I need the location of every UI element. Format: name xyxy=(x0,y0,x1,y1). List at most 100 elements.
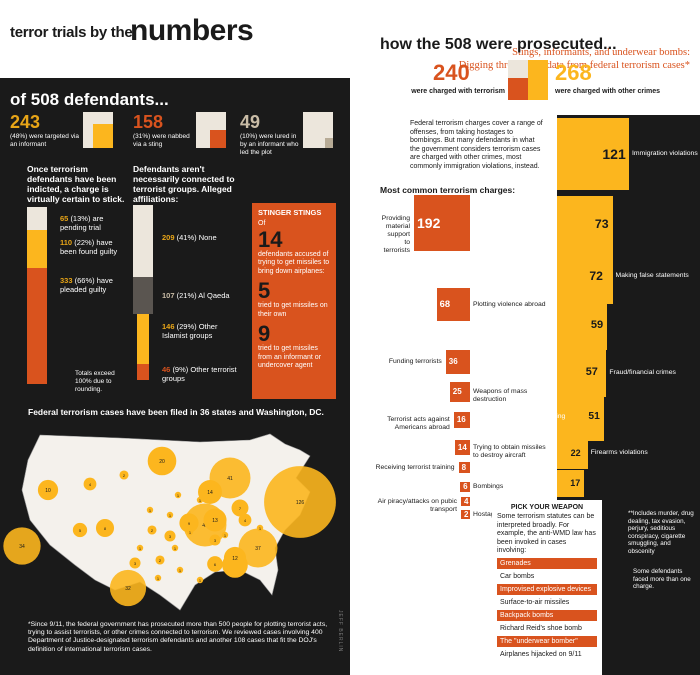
charge-cat-pleaded: have pleaded guilty xyxy=(60,275,113,294)
intro-text: Federal terrorism charges cover a range … xyxy=(410,120,543,170)
ratio-terror xyxy=(508,78,528,100)
map-dot xyxy=(256,524,264,532)
map-dot xyxy=(147,525,157,535)
multi-charge-note: Some defendants faced more than one char… xyxy=(633,568,691,590)
map-dot-label: 4 xyxy=(89,482,92,487)
map-dot-label: 1 xyxy=(139,546,142,551)
stinger-box: STINGER STINGS Of 14 defendants accused … xyxy=(252,203,336,399)
affil-label-none: 209 (41%) None xyxy=(162,233,242,242)
other-crime-value: 51 xyxy=(588,411,600,423)
map-dot-label: 32 xyxy=(125,586,131,592)
charge-heading: Once terrorism defendants have been indi… xyxy=(27,164,125,204)
map-dot xyxy=(196,496,204,504)
map-dot-label: 1 xyxy=(174,546,177,551)
ratio-other xyxy=(528,60,548,100)
right-title: how the 508 were prosecuted... xyxy=(380,36,617,53)
stinger-of: Of xyxy=(258,220,266,227)
weapon-item: Richard Reid's shoe bomb xyxy=(497,622,597,634)
header-panel xyxy=(0,0,350,78)
map-dot xyxy=(176,566,184,574)
map-dot xyxy=(164,530,176,542)
terror-charge-bar xyxy=(414,195,470,251)
map-dot xyxy=(207,556,223,572)
terror-charge-value: 16 xyxy=(456,415,466,425)
weapon-item: Car bombs xyxy=(497,570,597,582)
terror-charge-value: 2 xyxy=(464,509,469,519)
stat-sting-square xyxy=(196,112,226,148)
map-dot xyxy=(95,518,115,538)
stat-sting-fill xyxy=(210,130,226,148)
affil-cat-alqaeda: Al Qaeda xyxy=(198,291,230,301)
map-dot xyxy=(198,480,222,504)
charge-value-pleaded: 333 xyxy=(60,275,73,285)
affil-value-alqaeda: 107 xyxy=(162,291,175,301)
other-crime-bar xyxy=(557,470,584,497)
affil-label-alqaeda: 107 (21%) Al Qaeda xyxy=(162,291,242,300)
other-crime-label: RICO/racketeering xyxy=(509,413,566,421)
terror-charge-bar xyxy=(461,497,470,506)
terror-charge-label: Funding terrorists xyxy=(388,358,442,366)
includes-note: **Includes murder, drug dealing, tax eva… xyxy=(628,510,694,555)
stat-lured: 49 (10%) were lured in by an informant w… xyxy=(240,112,302,157)
stat-sting-text: (31%) were nabbed via a sting xyxy=(133,133,190,148)
charge-label-pending: 65 (13%) are pending trial xyxy=(60,214,125,232)
terror-charge-value: 14 xyxy=(457,442,467,452)
stat-lured-fill xyxy=(325,138,333,148)
map-dot-label: 1 xyxy=(169,513,172,518)
affil-label-islamist: 146 (29%) Other Islamist groups xyxy=(162,322,242,340)
map-dot xyxy=(174,491,182,499)
stat-informant-value: 243 xyxy=(10,112,41,132)
other-crime-value: 22 xyxy=(570,447,581,458)
other-crime-value: 17 xyxy=(570,477,581,488)
map-dot-label: 3 xyxy=(169,534,172,539)
charge-cat-pending: are pending trial xyxy=(60,214,104,233)
map-dot-label: 1 xyxy=(199,578,202,583)
other-crime-label: Firearms violations xyxy=(590,449,648,457)
other-crime-bar xyxy=(557,394,604,441)
other-crime-value: 57 xyxy=(585,366,598,379)
other-count-label: were charged with other crimes xyxy=(555,88,661,95)
charge-pct-pending: (13%) xyxy=(70,214,91,224)
other-crime-bar xyxy=(557,196,613,252)
map-dot-label: 9 xyxy=(188,521,191,526)
terror-charge-value: 192 xyxy=(417,215,441,231)
map-dot-label: 8 xyxy=(104,526,107,531)
affil-seg-alqaeda xyxy=(133,276,153,314)
terror-charge-bar xyxy=(458,462,470,474)
terror-charge-value: 4 xyxy=(464,496,469,506)
affil-value-none: 209 xyxy=(162,233,175,243)
terror-charge-label: Air piracy/attacks on pubic transport xyxy=(377,497,457,513)
map-dot xyxy=(147,446,177,476)
map-dot-label: 34 xyxy=(19,544,25,550)
weapon-box: PICK YOUR WEAPON Some terrorism statutes… xyxy=(492,500,602,675)
stat-sting-value: 158 xyxy=(133,112,164,132)
title-part2: numbers xyxy=(130,14,254,47)
terror-charge-bar xyxy=(454,440,470,456)
terror-charge-bar xyxy=(453,412,470,429)
map-dot xyxy=(37,479,59,501)
stinger-n1: 14 xyxy=(258,226,283,252)
other-crime-label: Stolen goods/counterfeits xyxy=(497,479,553,495)
map-dot-label: 2 xyxy=(151,528,154,533)
charge-pct-guilty: (22%) xyxy=(74,237,95,247)
stinger-n3: 9 xyxy=(258,321,271,346)
map-dot-label: 1 xyxy=(224,533,227,538)
other-crime-label: Criminal conspiracy xyxy=(491,219,551,227)
map-dot xyxy=(221,531,229,539)
affil-seg-none xyxy=(133,205,153,277)
weapon-item: Surface-to-air missiles xyxy=(497,596,597,608)
map-dot-label: 4 xyxy=(244,518,247,523)
map-dot-label: 3 xyxy=(214,538,217,543)
map-dot xyxy=(171,544,179,552)
credit: JEFF BERLIN xyxy=(337,610,343,653)
other-crime-bar xyxy=(557,438,588,469)
stat-informant-text: (48%) were targeted via an informant xyxy=(10,133,80,148)
map-dot xyxy=(196,576,204,584)
map-dot xyxy=(238,528,278,568)
weapon-item: Improvised explosive devices xyxy=(497,583,597,595)
map-dot xyxy=(166,511,174,519)
other-crime-value: 72 xyxy=(589,268,603,283)
affil-value-other: 46 xyxy=(162,364,171,374)
charge-seg-pleaded xyxy=(27,267,47,384)
affil-pct-other: (9%) xyxy=(172,364,189,374)
